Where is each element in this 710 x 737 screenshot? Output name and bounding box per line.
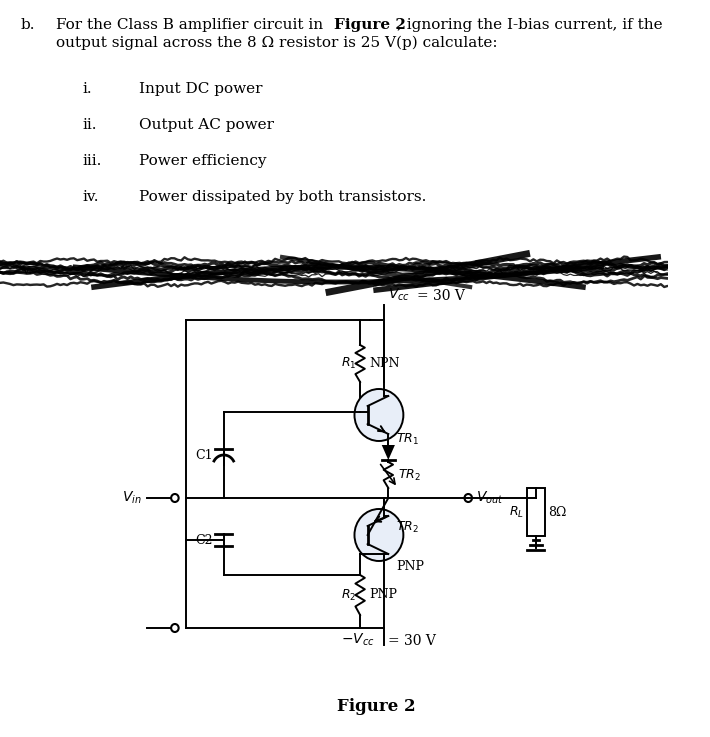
Text: PNP: PNP (396, 560, 424, 573)
Text: For the Class B amplifier circuit in: For the Class B amplifier circuit in (56, 18, 329, 32)
Text: $R_1$: $R_1$ (341, 356, 356, 371)
Text: Figure 2: Figure 2 (337, 698, 415, 715)
Text: = 30 V: = 30 V (388, 634, 436, 648)
Text: i.: i. (83, 82, 92, 96)
Text: b.: b. (21, 18, 36, 32)
Text: , ignoring the I-bias current, if the: , ignoring the I-bias current, if the (397, 18, 662, 32)
Text: ii.: ii. (83, 118, 97, 132)
Text: v.: v. (21, 263, 33, 277)
Text: $TR_2$: $TR_2$ (396, 520, 419, 535)
Text: NPN: NPN (369, 357, 400, 370)
Circle shape (354, 389, 403, 441)
Text: iv.: iv. (83, 190, 99, 204)
Text: 8Ω: 8Ω (548, 506, 567, 519)
Text: C2: C2 (195, 534, 212, 547)
Text: $R_L$: $R_L$ (508, 504, 524, 520)
Text: Power dissipated by both transistors.: Power dissipated by both transistors. (139, 190, 427, 204)
Text: $V_{out}$: $V_{out}$ (476, 490, 503, 506)
Text: $R_2$: $R_2$ (341, 587, 356, 603)
Text: PNP: PNP (369, 589, 398, 601)
Polygon shape (382, 445, 395, 460)
Text: C1: C1 (195, 449, 212, 461)
Text: Power efficiency: Power efficiency (139, 154, 267, 168)
Text: = 30 V: = 30 V (417, 289, 464, 303)
Text: iii.: iii. (83, 154, 102, 168)
Text: output signal across the 8 Ω resistor is 25 V(p) calculate:: output signal across the 8 Ω resistor is… (56, 36, 498, 50)
Text: Output AC power: Output AC power (139, 118, 274, 132)
Text: $V_{cc}$: $V_{cc}$ (388, 287, 410, 303)
Text: $V_{in}$: $V_{in}$ (122, 490, 142, 506)
Text: Input DC power: Input DC power (139, 82, 263, 96)
Text: $-V_{cc}$: $-V_{cc}$ (342, 632, 375, 648)
Text: $TR_1$: $TR_1$ (396, 432, 419, 447)
Circle shape (354, 509, 403, 561)
Bar (527, 488, 545, 536)
Text: $TR_2$: $TR_2$ (398, 467, 420, 483)
Text: Figure 2: Figure 2 (334, 18, 405, 32)
